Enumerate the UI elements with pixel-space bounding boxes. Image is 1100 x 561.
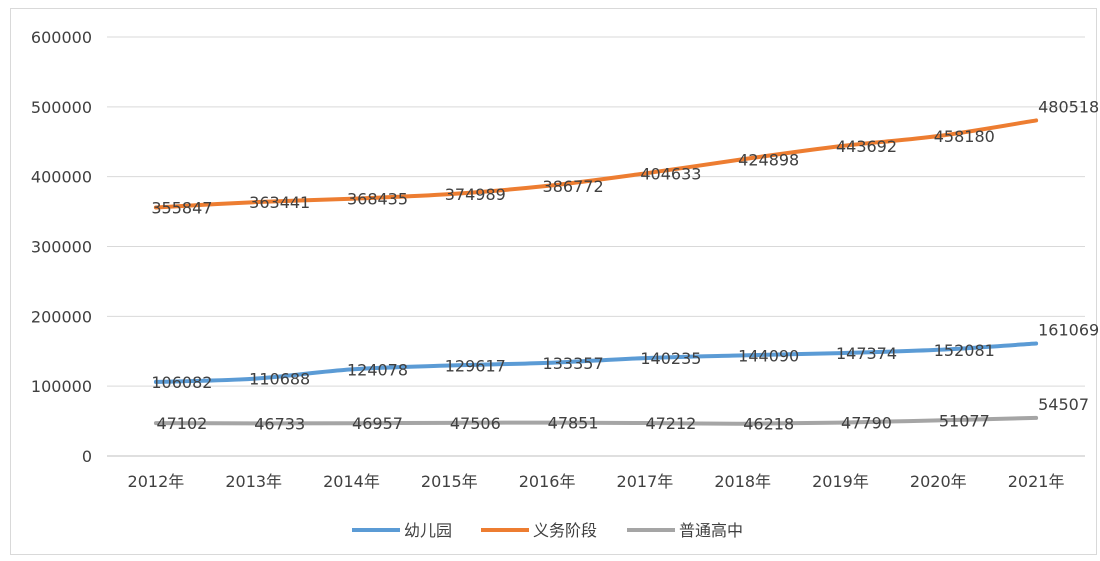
legend-label: 义务阶段: [533, 521, 597, 540]
data-label: 47212: [645, 414, 696, 433]
y-tick-label: 0: [82, 447, 92, 466]
y-axis-ticks: 0 100000 200000 300000 400000 500000 600000: [31, 28, 92, 466]
data-label: 106082: [151, 373, 212, 392]
x-tick-label: 2012年: [128, 472, 185, 491]
series-line: [153, 341, 1039, 384]
data-label: 443692: [836, 137, 897, 156]
data-label: 51077: [939, 411, 990, 430]
data-label: 147374: [836, 344, 897, 363]
legend-label: 幼儿园: [404, 521, 452, 540]
chart-frame: [10, 8, 1097, 555]
x-tick-label: 2013年: [225, 472, 282, 491]
series-line: [153, 118, 1039, 210]
data-label: 46957: [352, 414, 403, 433]
y-tick-label: 500000: [31, 98, 92, 117]
x-axis-ticks: 2012年 2013年 2014年 2015年 2016年 2017年 2018年 2019年…: [128, 472, 1065, 491]
data-label: 140235: [640, 349, 701, 368]
x-tick-label: 2017年: [617, 472, 674, 491]
y-tick-label: 400000: [31, 168, 92, 187]
data-label: 47102: [156, 414, 207, 433]
data-label: 161069: [1038, 321, 1099, 340]
data-label: 480518: [1038, 97, 1099, 116]
data-label: 46733: [254, 414, 305, 433]
data-label: 374989: [445, 185, 506, 204]
y-tick-label: 200000: [31, 307, 92, 326]
data-label: 386772: [543, 177, 604, 196]
x-tick-label: 2019年: [812, 472, 869, 491]
data-label: 129617: [445, 356, 506, 375]
y-tick-label: 100000: [31, 377, 92, 396]
x-tick-label: 2016年: [519, 472, 576, 491]
data-label: 355847: [151, 199, 212, 218]
data-labels: 106082 110688 124078 129617 133357 140235 1440…: [151, 97, 1099, 433]
x-tick-label: 2020年: [910, 472, 967, 491]
data-label: 110688: [249, 370, 310, 389]
y-tick-label: 300000: [31, 238, 92, 257]
series-line: [153, 415, 1039, 426]
data-label: 144090: [738, 346, 799, 365]
data-label: 124078: [347, 360, 408, 379]
data-label: 133357: [543, 354, 604, 373]
legend-label: 普通高中: [679, 521, 743, 540]
y-tick-label: 600000: [31, 28, 92, 47]
data-label: 458180: [934, 127, 995, 146]
data-label: 424898: [738, 150, 799, 169]
x-tick-label: 2021年: [1008, 472, 1065, 491]
data-label: 54507: [1038, 395, 1089, 414]
data-label: 47851: [548, 414, 599, 433]
data-label: 152081: [934, 341, 995, 360]
series-lines: [153, 118, 1039, 426]
data-label: 47790: [841, 414, 892, 433]
data-label: 46218: [743, 415, 794, 434]
data-label: 47506: [450, 414, 501, 433]
x-tick-label: 2018年: [714, 472, 771, 491]
data-label: 368435: [347, 190, 408, 209]
data-label: 363441: [249, 193, 310, 212]
gridlines: [107, 36, 1085, 457]
x-tick-label: 2014年: [323, 472, 380, 491]
x-tick-label: 2015年: [421, 472, 478, 491]
legend: 幼儿园 义务阶段 普通高中: [352, 521, 743, 540]
data-label: 404633: [640, 164, 701, 183]
